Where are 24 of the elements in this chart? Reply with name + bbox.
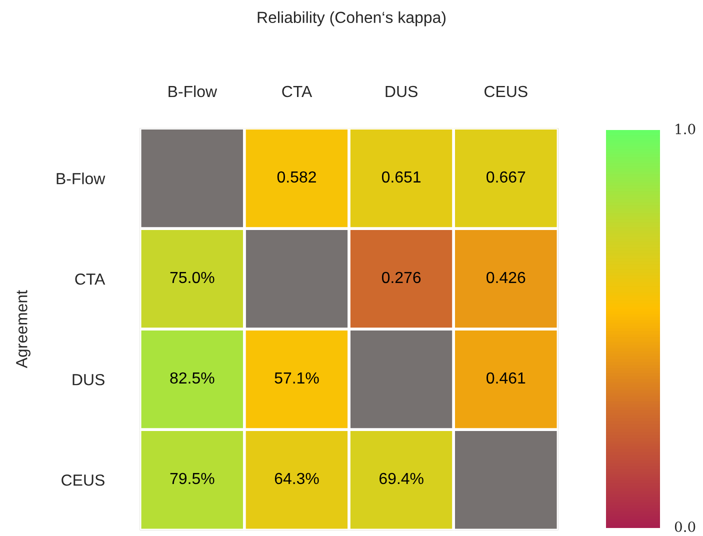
x-tick-label: CEUS [484,86,528,98]
y-tick-label: DUS [72,374,104,386]
data-label: 0.651 [382,171,421,183]
data-label: 0.461 [486,372,526,384]
data-label: 0.582 [277,171,316,183]
color-bar-label: 0.0 [674,521,696,532]
data-label: 57.1% [274,372,319,384]
y-tick-label: CTA [75,273,106,285]
color-bar-label: 1.0 [676,124,696,134]
data-label: 0.426 [486,272,526,284]
data-label: 0.667 [486,171,526,183]
y-tick-label: CEUS [62,474,104,486]
x-tick-label: DUS [386,86,418,98]
data-label: 0.276 [382,272,421,284]
data-label: 75.0% [170,272,214,284]
data-label: 64.3% [274,472,319,484]
y-axis-title: Agreement [16,290,30,368]
x-tick-label: B-Flow [168,85,218,98]
y-tick-label: B-Flow [56,172,106,184]
x-tick-label: CTA [282,86,312,98]
data-label: 79.5% [170,472,214,484]
data-label: 69.4% [379,472,424,484]
chart-title: Reliability (Cohen‘s kappa) [258,11,446,26]
data-label: 82.5% [170,372,214,384]
